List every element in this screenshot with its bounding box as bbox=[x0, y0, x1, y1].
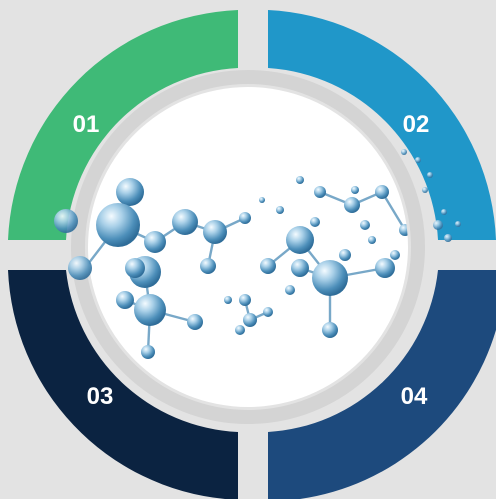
atom-sphere bbox=[441, 209, 447, 215]
segment-02-label: 02 bbox=[403, 111, 430, 138]
atom-sphere bbox=[322, 322, 338, 338]
atom-sphere bbox=[263, 307, 273, 317]
center-ring bbox=[71, 70, 425, 424]
atom-sphere bbox=[312, 260, 348, 296]
atom-sphere bbox=[276, 206, 284, 214]
segment-03-label: 03 bbox=[87, 383, 114, 410]
atom-sphere bbox=[375, 258, 395, 278]
atom-sphere bbox=[187, 314, 203, 330]
atom-sphere bbox=[96, 203, 140, 247]
atom-sphere bbox=[239, 212, 251, 224]
atom-sphere bbox=[259, 197, 265, 203]
atom-sphere bbox=[141, 345, 155, 359]
atom-sphere bbox=[224, 296, 232, 304]
atom-sphere bbox=[455, 221, 461, 227]
atom-sphere bbox=[433, 220, 443, 230]
segments-group bbox=[8, 10, 496, 499]
atom-sphere bbox=[203, 220, 227, 244]
atom-sphere bbox=[314, 186, 326, 198]
atom-sphere bbox=[291, 259, 309, 277]
atom-sphere bbox=[444, 234, 452, 242]
atom-sphere bbox=[368, 236, 376, 244]
atom-sphere bbox=[415, 157, 421, 163]
segment-01 bbox=[8, 10, 238, 240]
atom-sphere bbox=[235, 325, 245, 335]
atom-sphere bbox=[296, 176, 304, 184]
segment-04 bbox=[268, 270, 496, 499]
atom-sphere bbox=[351, 186, 359, 194]
atom-sphere bbox=[285, 285, 295, 295]
atom-sphere bbox=[375, 185, 389, 199]
atom-sphere bbox=[427, 172, 433, 178]
atom-sphere bbox=[401, 149, 407, 155]
atom-sphere bbox=[54, 209, 78, 233]
segment-03 bbox=[8, 270, 238, 499]
atom-sphere bbox=[125, 258, 145, 278]
atom-sphere bbox=[260, 258, 276, 274]
atom-sphere bbox=[116, 178, 144, 206]
atom-sphere bbox=[243, 313, 257, 327]
atom-sphere bbox=[134, 294, 166, 326]
atom-sphere bbox=[116, 291, 134, 309]
segment-01-label: 01 bbox=[73, 111, 100, 138]
atom-sphere bbox=[172, 209, 198, 235]
molecule-illustration bbox=[88, 176, 408, 359]
atom-sphere bbox=[68, 256, 92, 280]
atom-sphere bbox=[339, 249, 351, 261]
segment-04-label: 04 bbox=[401, 383, 428, 410]
atom-sphere bbox=[399, 224, 408, 236]
molecule-overflow-atoms bbox=[54, 149, 461, 280]
atom-sphere bbox=[144, 231, 166, 253]
atom-sphere bbox=[360, 220, 370, 230]
atom-sphere bbox=[286, 226, 314, 254]
atom-sphere bbox=[390, 250, 400, 260]
center-image-area bbox=[88, 87, 408, 407]
atom-sphere bbox=[200, 258, 216, 274]
atom-sphere bbox=[422, 187, 428, 193]
segment-02 bbox=[268, 10, 496, 240]
atom-sphere bbox=[310, 217, 320, 227]
atom-sphere bbox=[239, 294, 251, 306]
atom-sphere bbox=[344, 197, 360, 213]
